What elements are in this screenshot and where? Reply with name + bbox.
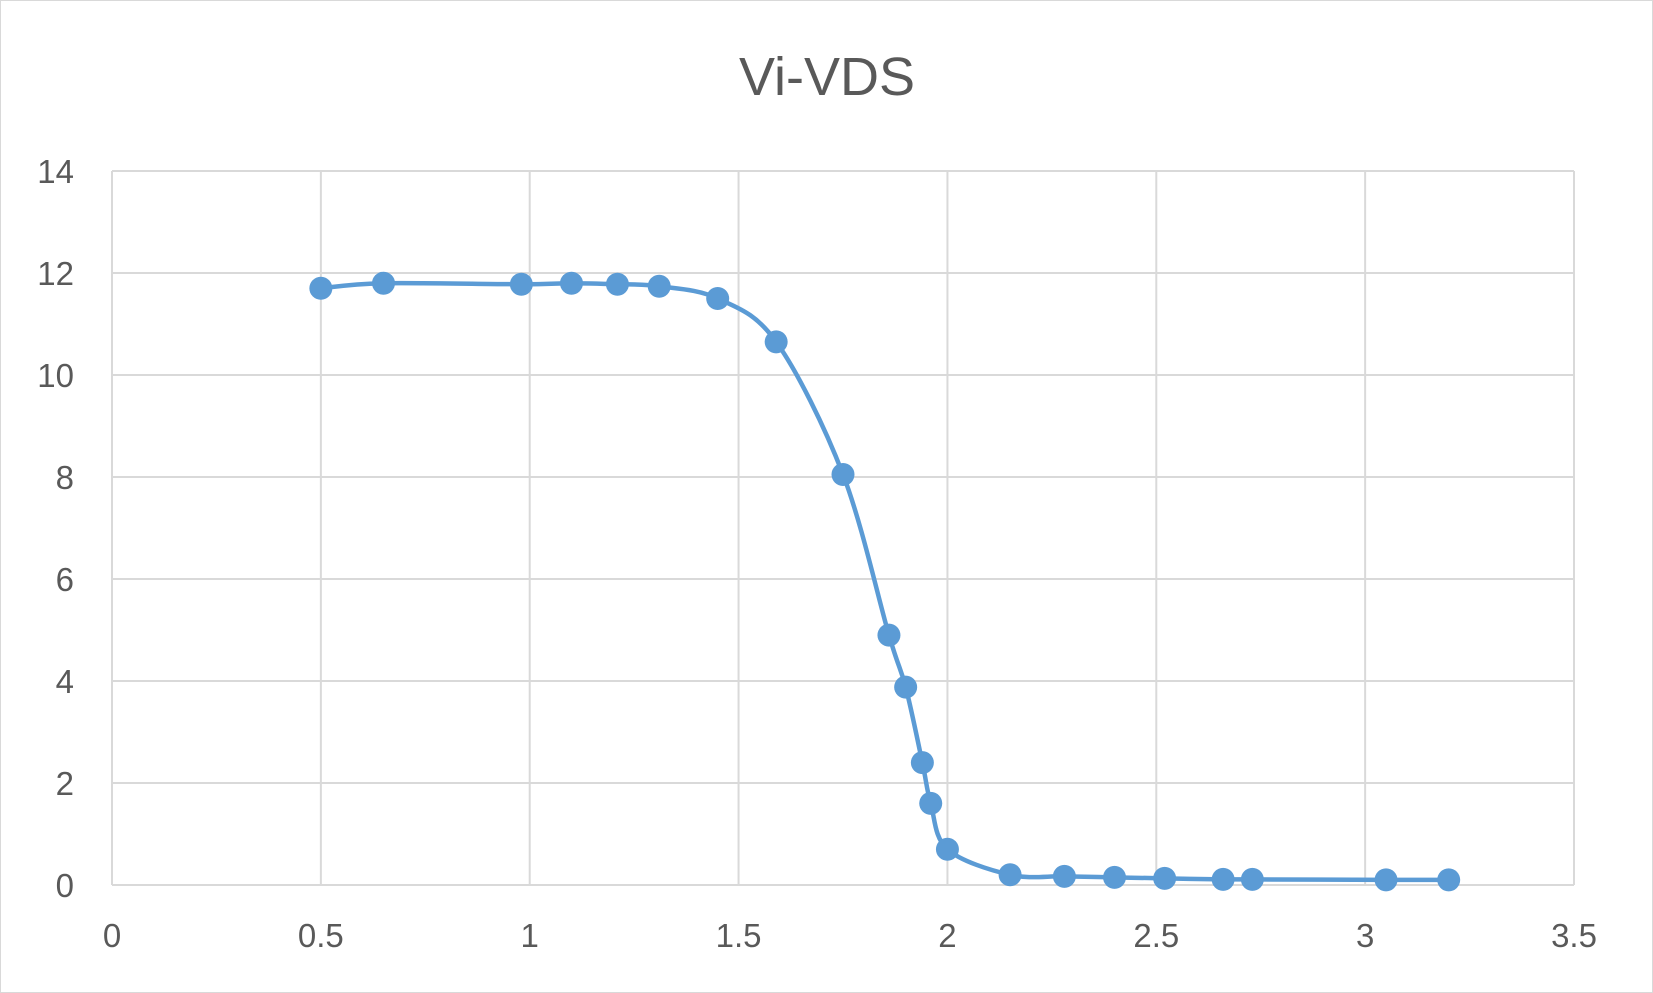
series-line xyxy=(320,280,1449,883)
data-point xyxy=(764,330,788,354)
data-point xyxy=(372,271,396,295)
y-tick-label: 12 xyxy=(37,255,74,292)
data-point xyxy=(1211,867,1235,891)
y-tick-label: 2 xyxy=(56,765,74,802)
y-tick-label: 10 xyxy=(37,357,74,394)
data-point xyxy=(1437,868,1461,892)
data-point xyxy=(605,272,629,296)
data-point xyxy=(831,462,855,486)
data-point xyxy=(706,287,730,310)
data-point xyxy=(935,837,959,861)
y-tick-label: 0 xyxy=(56,867,74,904)
x-tick-label: 3.5 xyxy=(1551,917,1597,954)
data-point xyxy=(1374,868,1398,892)
y-tick-label: 8 xyxy=(56,459,74,496)
data-point xyxy=(509,272,533,296)
gridlines xyxy=(111,170,1575,886)
x-tick-label: 0 xyxy=(103,917,121,954)
data-point xyxy=(647,274,671,298)
data-point xyxy=(309,276,333,300)
data-points xyxy=(309,271,1461,892)
data-point xyxy=(910,751,934,775)
data-point xyxy=(919,791,943,815)
data-point xyxy=(1103,865,1127,889)
data-point xyxy=(1052,864,1076,888)
x-tick-label: 3 xyxy=(1356,917,1374,954)
y-tick-label: 14 xyxy=(37,153,74,190)
data-point xyxy=(877,623,901,647)
data-point xyxy=(998,863,1022,887)
x-tick-label: 2.5 xyxy=(1133,917,1179,954)
x-tick-label: 2 xyxy=(938,917,956,954)
tick-labels: 0 0.5 1 1.5 2 2.5 3 3.5 0 2 4 6 8 10 12 14 xyxy=(37,153,1597,954)
x-tick-label: 1 xyxy=(521,917,539,954)
x-tick-label: 1.5 xyxy=(716,917,762,954)
x-tick-label: 0.5 xyxy=(298,917,344,954)
y-tick-label: 4 xyxy=(56,663,74,700)
data-point xyxy=(559,271,583,295)
chart-title: Vi-VDS xyxy=(739,47,915,107)
y-tick-label: 6 xyxy=(56,561,74,598)
data-point xyxy=(1153,866,1177,890)
data-point xyxy=(894,675,918,699)
data-point xyxy=(1240,867,1264,891)
